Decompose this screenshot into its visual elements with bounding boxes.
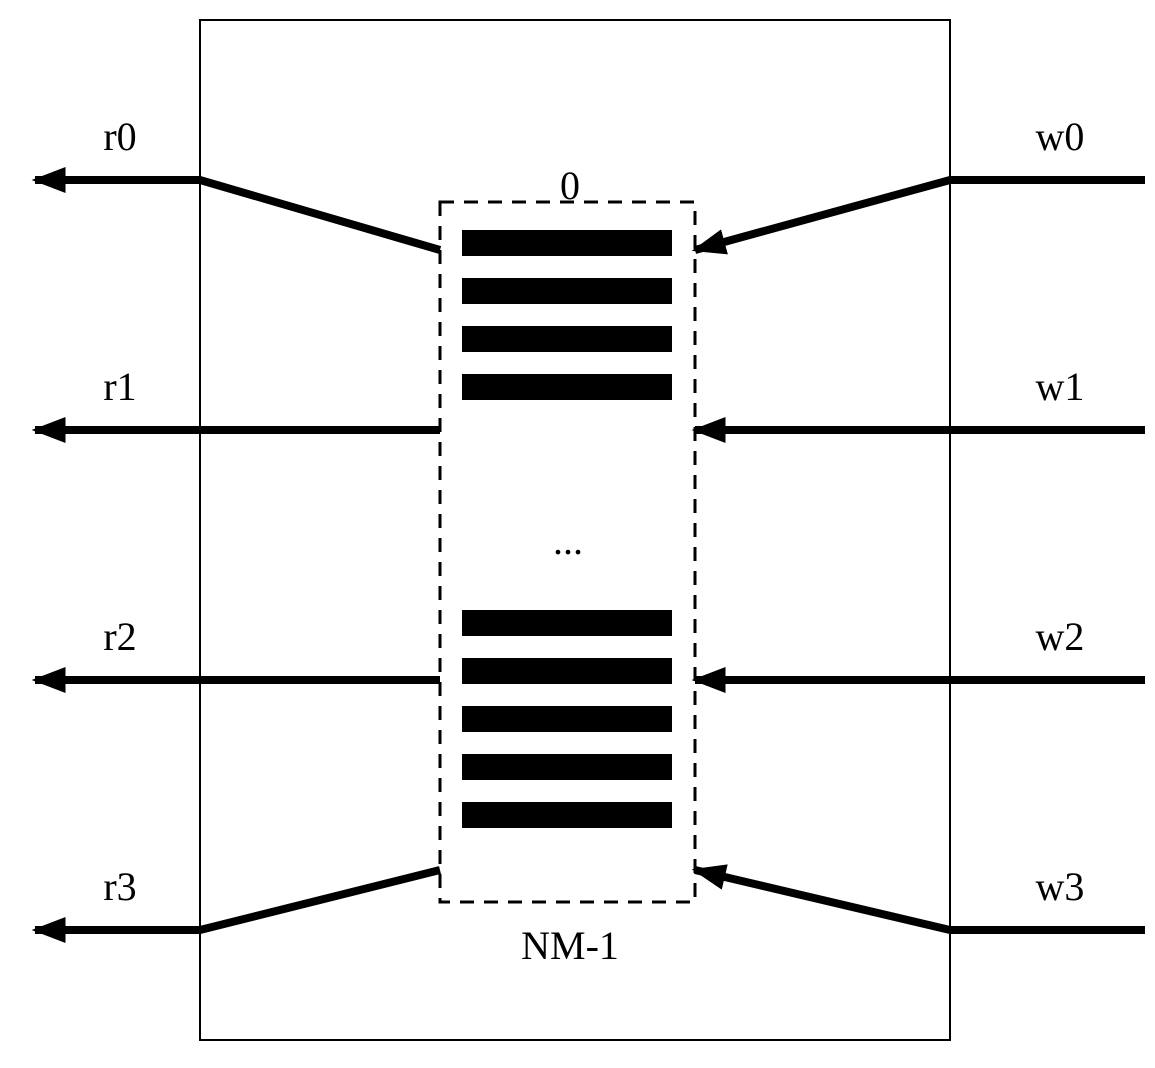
register-cell <box>462 802 672 828</box>
register-cell <box>462 326 672 352</box>
write-port-label: w3 <box>1036 864 1085 909</box>
read-port-label: r1 <box>103 364 136 409</box>
register-file-diagram: 0 NM-1... r0 r1 r2 r3 w0 w1 w2 w3 <box>0 0 1155 1063</box>
ellipsis-label: ... <box>553 518 583 563</box>
read-arrow-0 <box>35 180 440 250</box>
write-arrow-0 <box>695 180 1145 250</box>
register-cell <box>462 706 672 732</box>
register-cell <box>462 754 672 780</box>
register-cell <box>462 658 672 684</box>
register-cell <box>462 374 672 400</box>
register-cell <box>462 610 672 636</box>
index-bottom-label: NM-1 <box>521 923 619 968</box>
register-cell <box>462 278 672 304</box>
read-port-label: r0 <box>103 114 136 159</box>
index-top-label: 0 <box>560 163 580 208</box>
write-port-label: w1 <box>1036 364 1085 409</box>
read-port-label: r3 <box>103 864 136 909</box>
write-port-label: w2 <box>1036 614 1085 659</box>
read-port-label: r2 <box>103 614 136 659</box>
read-arrow-3 <box>35 870 440 930</box>
write-port-label: w0 <box>1036 114 1085 159</box>
register-cell <box>462 230 672 256</box>
